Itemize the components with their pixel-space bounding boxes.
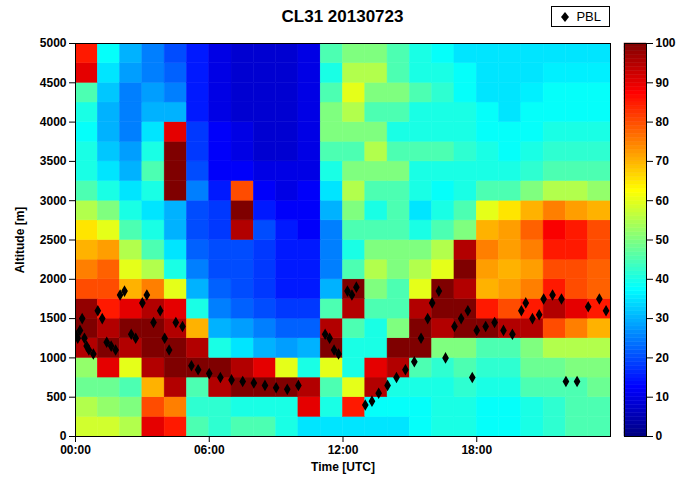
svg-text:50: 50 xyxy=(656,233,670,247)
svg-text:40: 40 xyxy=(656,272,670,286)
svg-text:80: 80 xyxy=(656,115,670,129)
svg-text:30: 30 xyxy=(656,311,670,325)
svg-text:00:00: 00:00 xyxy=(60,443,91,457)
svg-text:1000: 1000 xyxy=(40,351,67,365)
svg-text:90: 90 xyxy=(656,76,670,90)
svg-text:500: 500 xyxy=(46,390,66,404)
svg-text:10: 10 xyxy=(656,390,670,404)
svg-text:1500: 1500 xyxy=(40,311,67,325)
html-text:CL31 20130723: CL31 20130723 xyxy=(281,7,404,26)
svg-text:100: 100 xyxy=(656,36,676,50)
svg-text:2000: 2000 xyxy=(40,272,67,286)
svg-text:0: 0 xyxy=(656,429,663,443)
svg-text:3000: 3000 xyxy=(40,194,67,208)
svg-text:20: 20 xyxy=(656,351,670,365)
svg-text:2500: 2500 xyxy=(40,233,67,247)
svg-text:4500: 4500 xyxy=(40,76,67,90)
svg-text:70: 70 xyxy=(656,154,670,168)
svg-text:60: 60 xyxy=(656,194,670,208)
html-text:PBL: PBL xyxy=(576,9,601,24)
svg-text:4000: 4000 xyxy=(40,115,67,129)
svg-text:Time [UTC]: Time [UTC] xyxy=(311,460,375,474)
svg-text:18:00: 18:00 xyxy=(461,443,492,457)
svg-text:06:00: 06:00 xyxy=(194,443,225,457)
svg-text:3500: 3500 xyxy=(40,154,67,168)
svg-text:Altitude [m]: Altitude [m] xyxy=(13,207,27,274)
svg-text:0: 0 xyxy=(60,429,67,443)
svg-text:12:00: 12:00 xyxy=(328,443,359,457)
svg-text:5000: 5000 xyxy=(40,36,67,50)
